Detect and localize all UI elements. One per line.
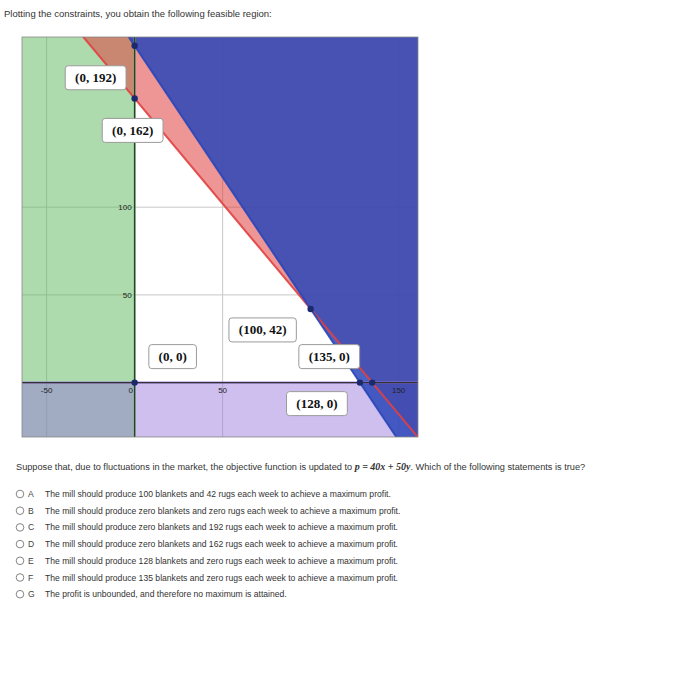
option-text: The profit is unbounded, and therefore n… [45,589,287,599]
option-letter: D [28,539,34,549]
vertex-label-box [229,318,296,342]
vertex-label-box [299,345,360,369]
vertex-label: (135, 0) [299,345,360,369]
plot-frame [22,37,418,437]
y-tick-label: 100 [118,203,132,212]
question-text: Suppose that, due to fluctuations in the… [16,462,355,472]
vertex-label-box [65,66,126,90]
option: A The mill should produce 100 blankets an… [16,489,391,499]
vertex-dot [369,379,375,385]
option: F The mill should produce 135 blankets an… [16,573,398,583]
option-text: The mill should produce 128 blankets and… [45,556,398,566]
option: E The mill should produce 128 blankets an… [16,556,398,566]
infeasible-region [129,37,418,437]
plot-background [22,37,418,437]
vertex-dot [307,306,313,312]
vertex-dot [131,95,137,101]
vertex-label: (0, 0) [149,345,197,369]
option: G The profit is unbounded, and therefore … [16,589,287,599]
option-letter: F [28,573,33,583]
radio-button[interactable] [16,574,24,582]
x-tick-label: 0 [128,386,133,395]
radio-button[interactable] [16,540,24,548]
option-letter: A [28,489,34,499]
option-letter: E [28,556,34,566]
option-text: The mill should produce zero blankets an… [45,539,398,549]
page: {"caption": "Plotting the constraints, y… [0,0,700,677]
radio-button[interactable] [16,507,24,515]
vertex-label: (100, 42) [229,318,296,342]
vertex-label: (0, 192) [65,66,126,90]
x-tick-label: 50 [218,386,227,395]
vertex-dot [131,43,137,49]
caption: Plotting the constraints, you obtain the… [4,8,272,19]
radio-button[interactable] [16,524,24,532]
vertex-label-box [149,345,197,369]
vertex-dot [357,379,363,385]
page-svg: Plotting the constraints, you obtain the… [0,0,700,677]
option: C The mill should produce zero blankets a… [16,522,398,532]
option: D The mill should produce zero blankets a… [16,539,398,549]
vertex-label-text: (100, 42) [239,322,287,337]
infeasible-region [22,383,418,437]
question-formula: p = 40x + 50y [354,461,411,472]
vertex-label: (0, 162) [102,118,163,142]
question-text: . Which of the following statements is t… [410,462,585,472]
vertex-label-text: (128, 0) [296,396,337,411]
option-text: The mill should produce zero blankets an… [45,522,398,532]
plot-area [22,37,418,437]
option-text: The mill should produce 100 blankets and… [45,489,391,499]
tick-labels: -50 0 50 150 50 100 [41,203,406,394]
option-letter: B [28,506,34,516]
question: Suppose that, due to fluctuations in the… [16,461,585,472]
constraint-line [22,37,418,437]
option: B The mill should produce zero blankets a… [16,506,400,516]
vertex-label-text: (135, 0) [309,349,350,364]
vertex-label-box [102,118,163,142]
vertex-label-text: (0, 162) [112,123,153,138]
constraint-line [22,37,418,437]
x-tick-label: 150 [392,386,406,395]
vertex-label-text: (0, 0) [159,349,187,364]
radio-button[interactable] [16,490,24,498]
infeasible-region [22,37,135,437]
option-letter: G [28,589,35,599]
radio-button[interactable] [16,590,24,598]
option-text: The mill should produce 135 blankets and… [45,573,398,583]
radio-button[interactable] [16,557,24,565]
vertex-label-box [287,392,348,416]
chart: -50 0 50 150 50 100 (0, 192) (0, 162) (0, 0) (100… [22,0,418,469]
vertex-label-text: (0, 192) [75,70,116,85]
option-letter: C [28,522,34,532]
x-tick-label: -50 [41,386,53,395]
vertex-label: (128, 0) [287,392,348,416]
annotations: (0, 192) (0, 162) (0, 0) (100, 42) (135, 0) (… [65,66,359,416]
option-text: The mill should produce zero blankets an… [45,506,400,516]
y-tick-label: 50 [123,291,132,300]
